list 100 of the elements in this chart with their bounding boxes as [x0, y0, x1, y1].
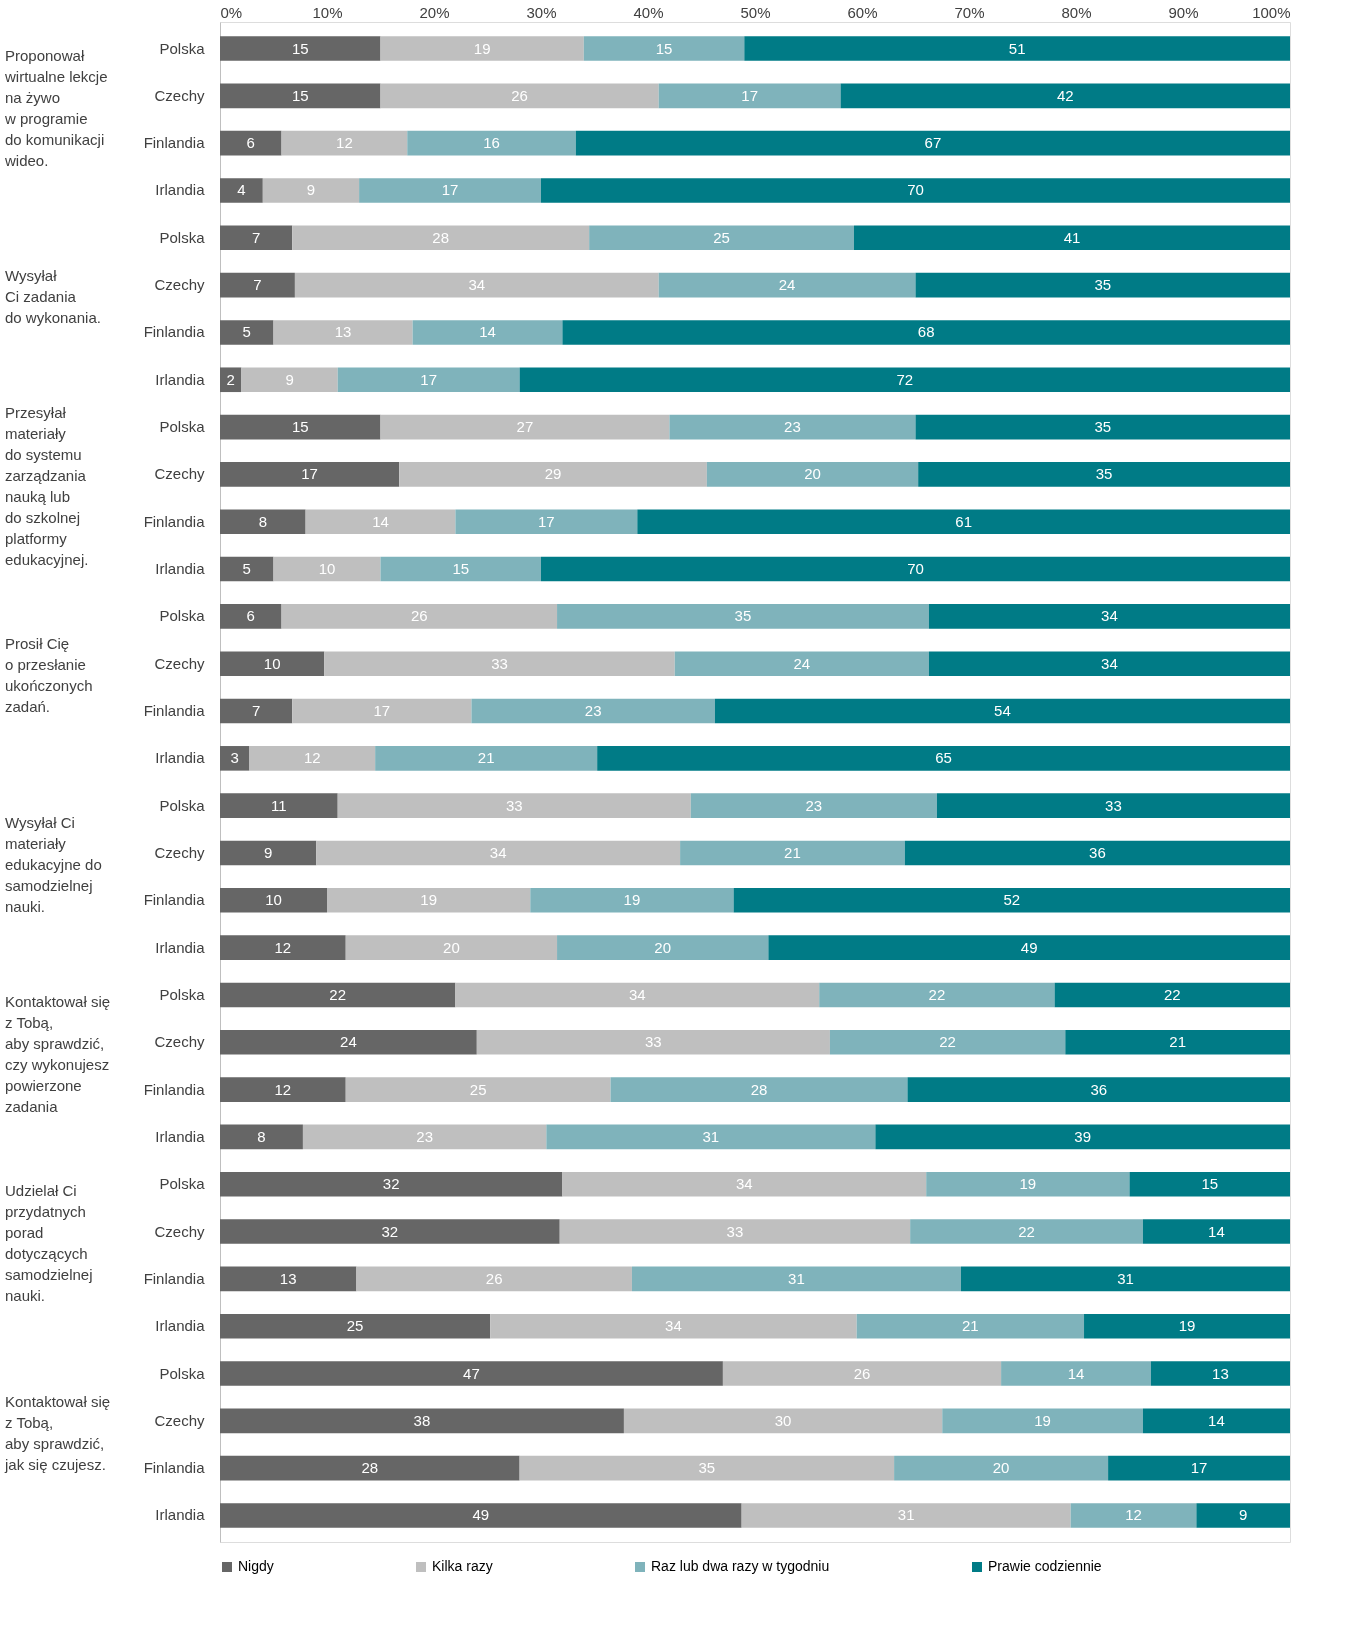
bar	[559, 1219, 911, 1244]
bar	[220, 1408, 624, 1434]
y-tick-label: Czechy	[154, 276, 205, 294]
bar	[220, 651, 325, 676]
bar	[324, 651, 675, 676]
data-label: 36	[1089, 843, 1106, 861]
data-label: 25	[469, 1080, 487, 1098]
data-label: 21	[1169, 1033, 1186, 1051]
bar	[960, 1266, 1290, 1292]
y-tick-label: Czechy	[154, 843, 205, 861]
bar	[904, 840, 1290, 866]
data-label: 5	[242, 560, 251, 578]
bar	[829, 1029, 1066, 1055]
bar	[714, 698, 1290, 724]
bar	[337, 793, 691, 818]
bar	[220, 888, 327, 913]
bar	[1084, 1313, 1290, 1339]
bar	[292, 225, 590, 251]
bar	[305, 509, 456, 535]
bar	[471, 698, 715, 724]
bar	[674, 651, 929, 676]
text: Przesyłał materiały do systemu zarządzania nauką lub do szkolnej platformy edukacyjnej.	[5, 404, 89, 569]
data-label: 22	[939, 1033, 956, 1051]
data-label: 42	[1056, 86, 1074, 104]
bar	[302, 1124, 547, 1150]
bar	[220, 1077, 346, 1102]
bar	[768, 935, 1290, 960]
data-label: 12	[1125, 1506, 1142, 1524]
data-label: 15	[655, 39, 673, 57]
data-label: 35	[698, 1459, 716, 1477]
x-tick-label: 70%	[954, 3, 985, 21]
bar	[220, 1171, 563, 1197]
data-label: 52	[1003, 891, 1021, 909]
data-label: 34	[489, 843, 507, 861]
bar	[918, 462, 1290, 487]
y-tick-label: Polska	[159, 228, 206, 246]
data-label: 23	[416, 1127, 433, 1145]
data-label: 72	[896, 370, 914, 388]
text: Udzielał Ci przydatnych porad dotyczących samodzielnej nauki.	[5, 1182, 93, 1305]
bar	[220, 840, 317, 866]
bar	[345, 935, 558, 960]
bar	[281, 130, 408, 156]
data-label: 5	[242, 323, 251, 341]
bar	[476, 1029, 830, 1055]
bar	[220, 982, 456, 1008]
data-label: 19	[473, 39, 491, 57]
y-tick-label: Irlandia	[155, 1317, 206, 1335]
bar	[637, 509, 1290, 535]
data-label: 32	[381, 1222, 399, 1240]
bar	[220, 36, 381, 61]
bar	[262, 178, 360, 203]
data-label: 20	[654, 938, 672, 956]
bar	[380, 414, 670, 440]
y-tick-label: Czechy	[154, 86, 205, 104]
legend-label: Raz lub dwa razy w tygodniu	[651, 1558, 830, 1574]
y-tick-label: Irlandia	[155, 1506, 206, 1524]
text: Prosił Cię o przesłanie ukończonych zadań.	[5, 635, 93, 716]
bar	[220, 462, 400, 487]
data-label: 20	[804, 465, 821, 483]
data-label: 6	[246, 607, 255, 625]
y-tick-label: Finlandia	[143, 702, 206, 720]
data-label: 14	[1067, 1364, 1085, 1382]
bar	[928, 651, 1290, 676]
data-label: 17	[538, 512, 555, 530]
data-label: 17	[1190, 1459, 1208, 1477]
bar	[273, 556, 381, 582]
x-tick-label: 10%	[312, 3, 343, 21]
bar	[359, 178, 541, 203]
x-tick-label: 0%	[220, 3, 243, 21]
bar	[926, 1171, 1130, 1197]
data-label: 19	[1034, 1411, 1051, 1429]
data-label: 29	[544, 465, 562, 483]
data-label: 49	[1020, 938, 1038, 956]
data-label: 34	[468, 276, 486, 294]
bar	[840, 83, 1290, 109]
data-label: 33	[726, 1222, 744, 1240]
bar	[519, 367, 1290, 393]
data-label: 7	[253, 276, 262, 294]
bar	[744, 36, 1290, 61]
data-label: 61	[955, 512, 972, 530]
bar	[733, 888, 1290, 913]
bar	[220, 225, 293, 251]
data-label: 34	[1101, 607, 1118, 625]
data-label: 14	[1208, 1222, 1225, 1240]
bar	[380, 36, 584, 61]
data-label: 24	[793, 654, 811, 672]
bar	[220, 1313, 491, 1339]
bar	[220, 556, 274, 582]
data-label: 20	[443, 938, 460, 956]
bar	[557, 935, 769, 960]
bar	[380, 83, 659, 109]
data-label: 70	[907, 181, 924, 199]
data-label: 9	[263, 843, 273, 861]
y-tick-label: Irlandia	[155, 749, 206, 767]
y-tick-label: Finlandia	[143, 134, 206, 152]
data-label: 10	[263, 654, 281, 672]
bar	[942, 1408, 1143, 1434]
data-label: 51	[1008, 39, 1026, 57]
data-label: 33	[505, 796, 523, 814]
bar	[706, 462, 919, 487]
